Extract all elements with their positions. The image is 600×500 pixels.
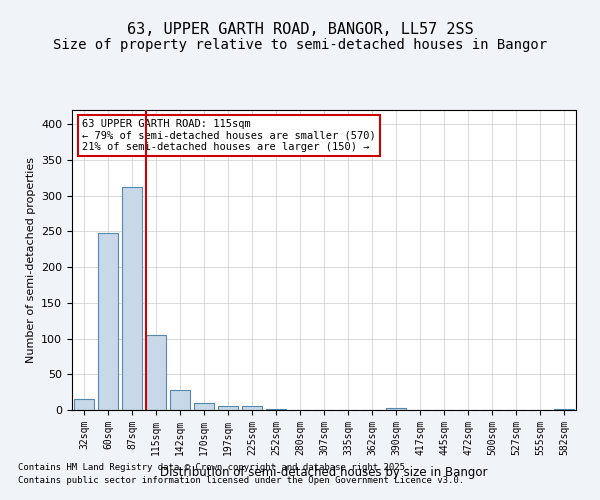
Bar [170, 390, 190, 410]
Bar [194, 403, 214, 410]
Text: Size of property relative to semi-detached houses in Bangor: Size of property relative to semi-detach… [53, 38, 547, 52]
Bar [218, 406, 238, 410]
Text: Contains public sector information licensed under the Open Government Licence v3: Contains public sector information licen… [18, 476, 464, 485]
Bar [266, 408, 286, 410]
Bar [98, 233, 118, 410]
Bar [74, 400, 94, 410]
Y-axis label: Number of semi-detached properties: Number of semi-detached properties [26, 157, 35, 363]
Text: 63, UPPER GARTH ROAD, BANGOR, LL57 2SS: 63, UPPER GARTH ROAD, BANGOR, LL57 2SS [127, 22, 473, 38]
Bar [554, 408, 574, 410]
Bar [122, 187, 142, 410]
Bar [146, 335, 166, 410]
X-axis label: Distribution of semi-detached houses by size in Bangor: Distribution of semi-detached houses by … [160, 466, 488, 479]
Bar [242, 406, 262, 410]
Bar [386, 408, 406, 410]
Text: 63 UPPER GARTH ROAD: 115sqm
← 79% of semi-detached houses are smaller (570)
21% : 63 UPPER GARTH ROAD: 115sqm ← 79% of sem… [82, 119, 376, 152]
Text: Contains HM Land Registry data © Crown copyright and database right 2025.: Contains HM Land Registry data © Crown c… [18, 462, 410, 471]
